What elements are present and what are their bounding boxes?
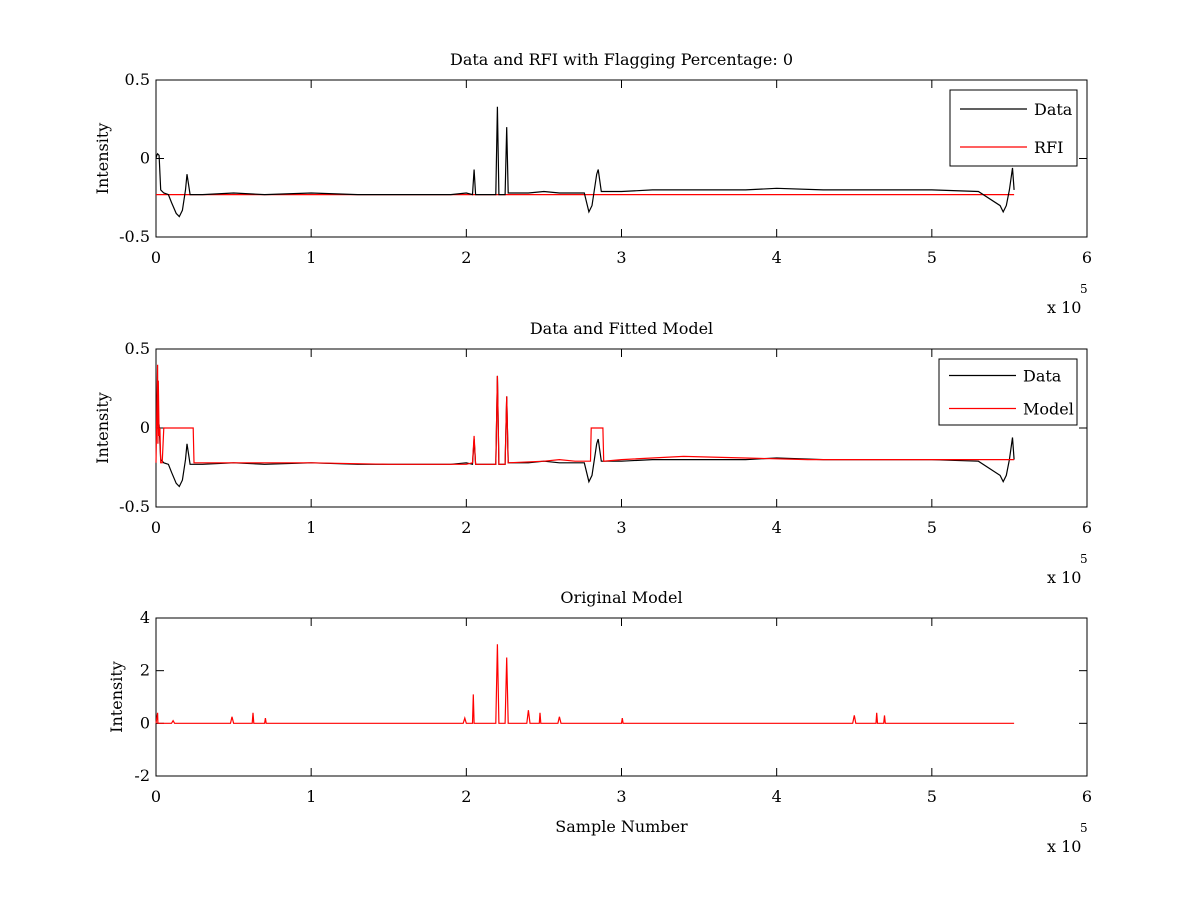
x-exponent-power: 5 xyxy=(1080,282,1088,296)
legend-entry: Model xyxy=(1023,400,1074,419)
x-tick-label: 6 xyxy=(1082,518,1092,537)
legend: Data Model xyxy=(938,358,1078,426)
chart-title: Original Model xyxy=(560,588,682,607)
plot-area xyxy=(155,79,1088,238)
y-axis-label: Intensity xyxy=(107,661,126,733)
legend-entry: Data xyxy=(1023,367,1062,386)
x-tick-label: 0 xyxy=(151,787,161,806)
x-exponent-label: x 10 xyxy=(1047,837,1081,856)
legend-box xyxy=(938,358,1078,426)
x-axis-label: Sample Number xyxy=(555,817,688,836)
x-tick-label: 3 xyxy=(616,248,626,267)
legend-entry: Data xyxy=(1034,100,1073,119)
x-exponent-label: x 10 xyxy=(1047,568,1081,587)
x-tick-label: 1 xyxy=(306,518,316,537)
y-tick-label: -0.5 xyxy=(119,227,150,246)
x-exponent-power: 5 xyxy=(1080,552,1088,566)
x-tick-label: 3 xyxy=(616,518,626,537)
x-tick-label: 1 xyxy=(306,248,316,267)
x-tick-label: 2 xyxy=(461,518,471,537)
y-axis-label: Intensity xyxy=(93,392,112,464)
y-tick-label: 2 xyxy=(140,661,150,680)
x-tick-label: 4 xyxy=(772,787,782,806)
plot-area xyxy=(155,348,1088,508)
x-tick-label: 2 xyxy=(461,248,471,267)
plot-area xyxy=(155,617,1088,777)
y-tick-label: -0.5 xyxy=(119,497,150,516)
legend-entry: RFI xyxy=(1034,138,1063,157)
y-tick-label: 0 xyxy=(140,149,150,168)
y-tick-label: 4 xyxy=(140,608,150,627)
y-tick-label: 0.5 xyxy=(125,70,150,89)
y-tick-label: 0.5 xyxy=(125,339,150,358)
legend-box xyxy=(949,89,1078,167)
x-tick-label: 5 xyxy=(927,787,937,806)
y-tick-label: 0 xyxy=(140,418,150,437)
x-exponent-label: x 10 xyxy=(1047,298,1081,317)
x-tick-label: 4 xyxy=(772,248,782,267)
chart-title: Data and RFI with Flagging Percentage: 0 xyxy=(450,50,793,69)
x-tick-label: 4 xyxy=(772,518,782,537)
x-tick-label: 5 xyxy=(927,518,937,537)
x-tick-label: 1 xyxy=(306,787,316,806)
chart-title: Data and Fitted Model xyxy=(530,319,713,338)
x-exponent-power: 5 xyxy=(1080,821,1088,835)
x-tick-label: 3 xyxy=(616,787,626,806)
chart-panel-1: Data and RFI with Flagging Percentage: 0… xyxy=(93,50,1092,317)
x-tick-label: 0 xyxy=(151,518,161,537)
series-line-model xyxy=(155,364,1015,465)
series-line-data xyxy=(155,106,1015,218)
x-tick-label: 5 xyxy=(927,248,937,267)
x-tick-label: 6 xyxy=(1082,248,1092,267)
y-tick-label: 0 xyxy=(140,713,150,732)
series-line-model xyxy=(155,644,1015,724)
y-axis-label: Intensity xyxy=(93,123,112,195)
x-tick-label: 0 xyxy=(151,248,161,267)
y-tick-label: -2 xyxy=(134,766,150,785)
legend: Data RFI xyxy=(949,89,1078,167)
x-tick-label: 6 xyxy=(1082,787,1092,806)
x-tick-label: 2 xyxy=(461,787,471,806)
